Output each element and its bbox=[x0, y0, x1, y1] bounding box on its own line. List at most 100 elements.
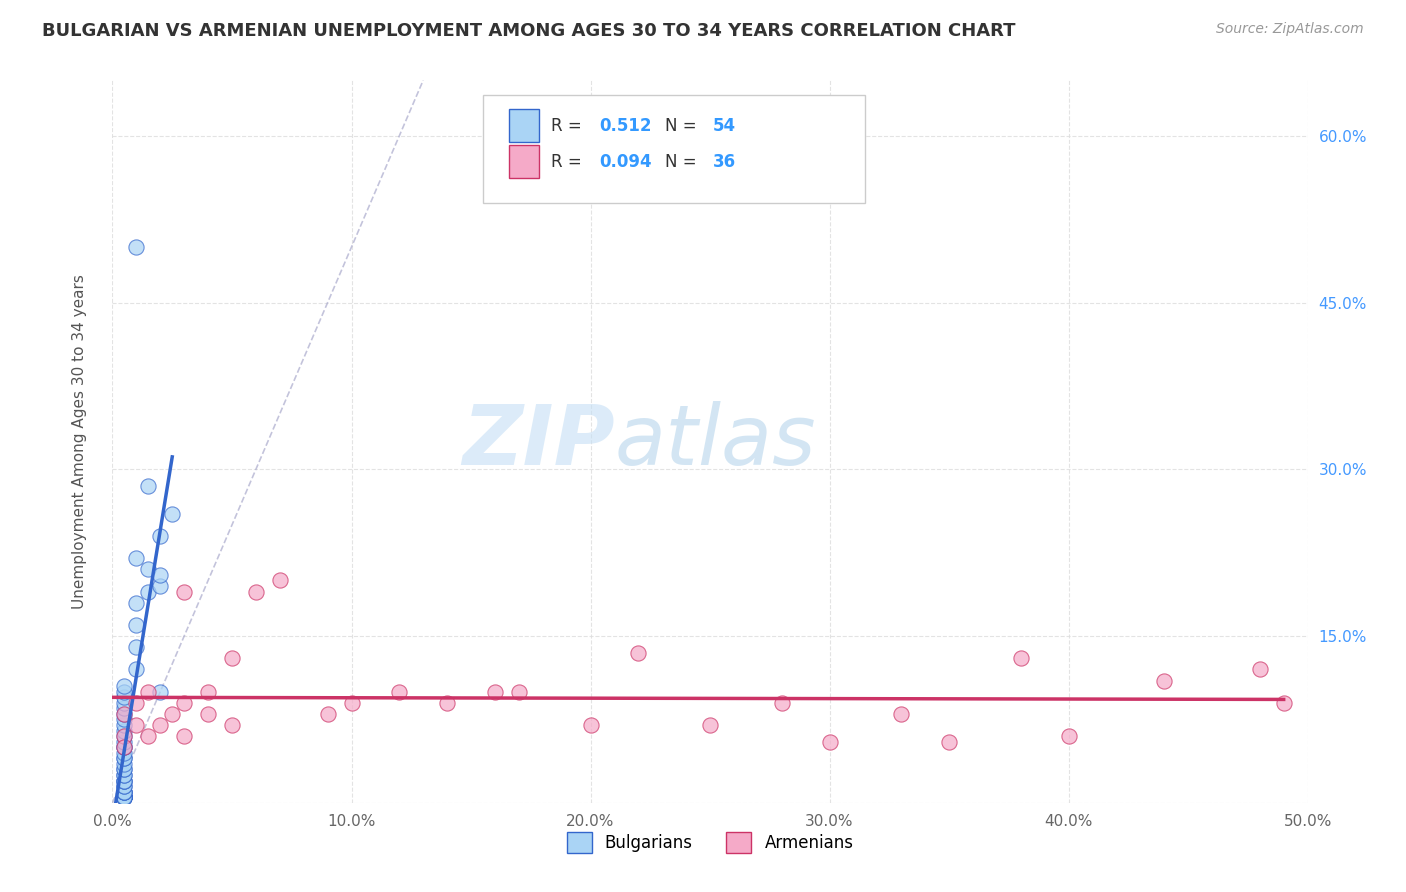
Point bbox=[1272, 696, 1295, 710]
Point bbox=[221, 718, 243, 732]
Point bbox=[114, 773, 135, 788]
Point bbox=[114, 746, 135, 760]
Point bbox=[149, 684, 172, 698]
Point bbox=[125, 240, 148, 254]
Point bbox=[114, 729, 135, 743]
Point bbox=[114, 734, 135, 748]
Point bbox=[114, 790, 135, 805]
Point bbox=[269, 574, 291, 588]
Point bbox=[114, 779, 135, 793]
Point bbox=[114, 690, 135, 705]
Point bbox=[114, 773, 135, 788]
Point bbox=[197, 684, 219, 698]
Point bbox=[114, 790, 135, 805]
Point bbox=[114, 790, 135, 805]
Point bbox=[114, 763, 135, 777]
Text: ZIP: ZIP bbox=[461, 401, 614, 482]
Point bbox=[125, 718, 148, 732]
Point bbox=[125, 696, 148, 710]
Point bbox=[114, 723, 135, 738]
Point bbox=[125, 596, 148, 610]
Point bbox=[221, 651, 243, 665]
Point bbox=[699, 718, 721, 732]
Point bbox=[114, 756, 135, 771]
Point bbox=[149, 718, 172, 732]
Point bbox=[316, 706, 339, 721]
Text: atlas: atlas bbox=[614, 401, 815, 482]
Text: 0.094: 0.094 bbox=[599, 153, 651, 171]
Point bbox=[340, 696, 363, 710]
Y-axis label: Unemployment Among Ages 30 to 34 years: Unemployment Among Ages 30 to 34 years bbox=[73, 274, 87, 609]
Point bbox=[890, 706, 912, 721]
Point bbox=[125, 618, 148, 632]
Point bbox=[173, 584, 195, 599]
Text: 36: 36 bbox=[713, 153, 735, 171]
Point bbox=[114, 790, 135, 805]
Point bbox=[125, 551, 148, 566]
Point bbox=[114, 773, 135, 788]
Point bbox=[484, 684, 506, 698]
Point bbox=[114, 706, 135, 721]
Point bbox=[114, 790, 135, 805]
Point bbox=[114, 790, 135, 805]
Point bbox=[114, 790, 135, 805]
Point bbox=[508, 684, 530, 698]
Point bbox=[149, 529, 172, 543]
Point bbox=[245, 584, 267, 599]
Point bbox=[436, 696, 458, 710]
Point bbox=[149, 579, 172, 593]
Point bbox=[149, 568, 172, 582]
Point bbox=[138, 684, 160, 698]
Point bbox=[114, 751, 135, 765]
Point bbox=[114, 779, 135, 793]
Text: 0.512: 0.512 bbox=[599, 117, 651, 135]
Point bbox=[114, 713, 135, 727]
Point bbox=[1010, 651, 1032, 665]
Point bbox=[173, 696, 195, 710]
Text: Source: ZipAtlas.com: Source: ZipAtlas.com bbox=[1216, 22, 1364, 37]
FancyBboxPatch shape bbox=[484, 95, 866, 203]
Point bbox=[114, 790, 135, 805]
Point bbox=[938, 734, 960, 748]
Point bbox=[114, 679, 135, 693]
Text: R =: R = bbox=[551, 117, 588, 135]
Point bbox=[1249, 662, 1271, 676]
Text: R =: R = bbox=[551, 153, 588, 171]
Point bbox=[114, 785, 135, 799]
Point bbox=[627, 646, 650, 660]
Point bbox=[114, 740, 135, 755]
Point bbox=[114, 785, 135, 799]
Point bbox=[1057, 729, 1080, 743]
Point bbox=[388, 684, 411, 698]
Legend: Bulgarians, Armenians: Bulgarians, Armenians bbox=[560, 826, 860, 860]
Point bbox=[138, 584, 160, 599]
Point bbox=[114, 768, 135, 782]
Point bbox=[138, 729, 160, 743]
Point bbox=[1153, 673, 1175, 688]
Point bbox=[114, 790, 135, 805]
Point bbox=[579, 718, 602, 732]
Point bbox=[173, 729, 195, 743]
Point bbox=[114, 701, 135, 715]
Point bbox=[114, 740, 135, 755]
Point bbox=[114, 706, 135, 721]
Point bbox=[125, 640, 148, 655]
Text: N =: N = bbox=[665, 153, 702, 171]
Point bbox=[818, 734, 841, 748]
Point bbox=[114, 768, 135, 782]
Point bbox=[114, 790, 135, 805]
Point bbox=[114, 740, 135, 755]
Text: N =: N = bbox=[665, 117, 702, 135]
Point bbox=[114, 696, 135, 710]
Point bbox=[114, 751, 135, 765]
Point bbox=[114, 785, 135, 799]
Point bbox=[197, 706, 219, 721]
FancyBboxPatch shape bbox=[509, 109, 538, 142]
Point bbox=[162, 706, 183, 721]
Text: BULGARIAN VS ARMENIAN UNEMPLOYMENT AMONG AGES 30 TO 34 YEARS CORRELATION CHART: BULGARIAN VS ARMENIAN UNEMPLOYMENT AMONG… bbox=[42, 22, 1015, 40]
Point bbox=[114, 718, 135, 732]
Point bbox=[114, 763, 135, 777]
Point bbox=[770, 696, 793, 710]
FancyBboxPatch shape bbox=[509, 145, 538, 178]
Point bbox=[125, 662, 148, 676]
